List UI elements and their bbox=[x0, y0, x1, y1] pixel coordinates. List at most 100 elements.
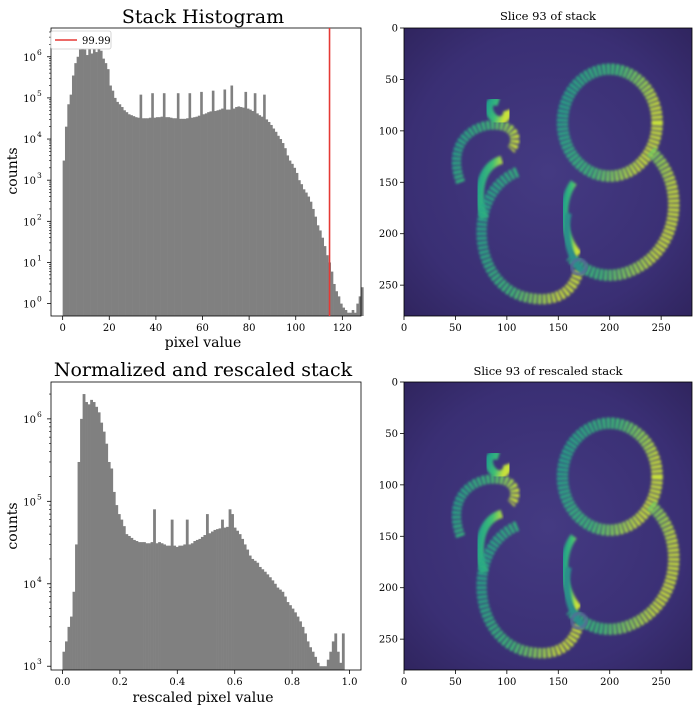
histogram-bar bbox=[274, 131, 278, 316]
histogram-bar bbox=[277, 135, 280, 316]
histogram-bar bbox=[172, 118, 175, 316]
histogram-bar bbox=[270, 124, 273, 317]
histogram-bar bbox=[74, 63, 77, 316]
y-tick-label: 10 bbox=[23, 497, 36, 508]
slice-image bbox=[404, 28, 692, 316]
histogram-bar bbox=[178, 545, 182, 670]
histogram-bar bbox=[135, 541, 139, 670]
histogram-bar bbox=[137, 117, 140, 317]
histogram-bar bbox=[321, 666, 325, 670]
x-axis-label: rescaled pixel value bbox=[132, 690, 273, 706]
histogram-bar bbox=[341, 633, 345, 670]
histogram-bar bbox=[193, 117, 196, 317]
x-tick-label: 0.4 bbox=[169, 677, 185, 688]
histogram-bar bbox=[246, 549, 250, 670]
histogram-bar bbox=[90, 399, 93, 670]
y-tick-exponent: 3 bbox=[37, 171, 42, 180]
legend-box bbox=[50, 30, 112, 50]
histogram-bar bbox=[100, 422, 104, 670]
histogram-bar bbox=[241, 538, 245, 670]
histogram-bar bbox=[165, 117, 168, 317]
histogram-bar bbox=[76, 56, 80, 316]
histogram-bar bbox=[256, 562, 260, 670]
image-frame bbox=[403, 381, 693, 671]
histogram-bar bbox=[105, 443, 109, 670]
histogram-bar bbox=[268, 577, 272, 670]
histogram-bar bbox=[205, 514, 209, 670]
histogram-bar bbox=[77, 461, 81, 670]
y-tick-label: 100 bbox=[379, 126, 398, 137]
x-tick-label: 0.6 bbox=[227, 677, 243, 688]
histogram-bar bbox=[329, 651, 333, 670]
histogram-bar bbox=[213, 529, 217, 670]
histogram-bar bbox=[256, 113, 259, 317]
histogram-bar bbox=[202, 114, 206, 317]
y-tick-exponent: 5 bbox=[37, 492, 42, 501]
y-tick-label: 10 bbox=[23, 217, 36, 228]
histogram-bar bbox=[168, 545, 172, 670]
histogram-bar bbox=[267, 121, 271, 316]
histogram-bar bbox=[258, 566, 262, 670]
y-axis-ticks: 0 50 100 150 200 250 bbox=[379, 378, 404, 646]
y-tick-exponent: 0 bbox=[37, 295, 42, 304]
histogram-bar bbox=[174, 118, 178, 316]
histogram-bar bbox=[291, 163, 294, 316]
y-tick-label: 10 bbox=[23, 580, 36, 591]
y-tick-label: 50 bbox=[385, 429, 398, 440]
histogram-bar bbox=[195, 116, 199, 316]
histogram-bar bbox=[211, 531, 214, 670]
histogram-bar bbox=[228, 109, 231, 316]
x-tick-label: 150 bbox=[549, 677, 568, 688]
histogram-bar bbox=[123, 110, 126, 316]
histogram-bar bbox=[299, 621, 302, 670]
histogram-bar bbox=[150, 542, 154, 670]
y-tick-label: 150 bbox=[379, 178, 398, 189]
histogram-bar bbox=[97, 43, 101, 316]
histogram-bar bbox=[70, 616, 73, 670]
histogram-bar bbox=[158, 117, 161, 317]
histogram-bar bbox=[183, 544, 187, 670]
histogram-bar bbox=[95, 52, 98, 316]
histogram-bar bbox=[180, 545, 184, 670]
x-tick-label: 100 bbox=[497, 677, 516, 688]
histogram-bar bbox=[242, 107, 245, 316]
histogram-bar bbox=[195, 539, 199, 670]
y-axis-label: counts bbox=[5, 502, 21, 549]
histogram-bar bbox=[175, 546, 179, 670]
histogram-bar bbox=[261, 569, 265, 670]
histogram-bar bbox=[331, 641, 335, 670]
histogram-bar bbox=[163, 544, 166, 670]
y-tick-label: 250 bbox=[379, 635, 398, 646]
y-tick-exponent: 2 bbox=[37, 212, 42, 221]
histogram-bar bbox=[296, 616, 300, 670]
image-title: Slice 93 of stack bbox=[500, 9, 597, 23]
histogram-bar bbox=[200, 536, 204, 670]
histogram-bar bbox=[106, 69, 110, 316]
histogram-bar bbox=[246, 108, 250, 316]
y-tick-label: 100 bbox=[379, 480, 398, 491]
histogram-bar bbox=[81, 40, 84, 316]
histogram-bar bbox=[97, 412, 101, 670]
x-tick-label: 60 bbox=[196, 323, 209, 334]
x-axis-ticks: 0 50 100 150 200 250 bbox=[401, 316, 671, 334]
histogram-bar bbox=[244, 91, 248, 316]
histogram-bar bbox=[286, 155, 290, 316]
histogram-bar bbox=[183, 118, 187, 316]
histogram-bar bbox=[253, 93, 257, 317]
histogram-bar bbox=[160, 543, 164, 670]
histogram-bar bbox=[153, 117, 157, 317]
x-tick-label: 0 bbox=[401, 323, 407, 334]
histogram-bar bbox=[85, 402, 88, 670]
y-tick-label: 10 bbox=[23, 94, 36, 105]
histogram-bar bbox=[304, 633, 307, 670]
histogram-bar bbox=[95, 406, 99, 670]
histogram-bar bbox=[231, 514, 234, 670]
histogram-bar bbox=[162, 93, 166, 317]
histogram-bar bbox=[216, 529, 219, 670]
image-title: Slice 93 of rescaled stack bbox=[473, 364, 623, 378]
x-tick-label: 100 bbox=[497, 323, 516, 334]
histogram-bar bbox=[111, 90, 115, 316]
histogram-bar bbox=[127, 535, 131, 670]
y-tick-exponent: 6 bbox=[37, 48, 42, 57]
histogram-bar bbox=[112, 491, 116, 670]
